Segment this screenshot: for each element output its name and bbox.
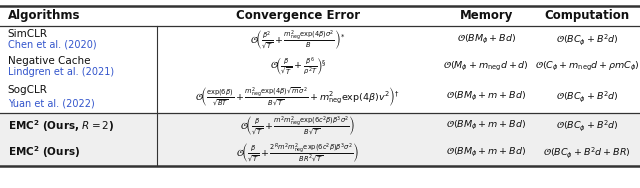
Text: Computation: Computation: [545, 9, 630, 22]
Text: Lindgren et al. (2021): Lindgren et al. (2021): [8, 67, 114, 77]
Text: $\mathcal{O}\!\left(\frac{\beta^2}{\sqrt{T}} + \frac{m^2_{\mathrm{neg}}\exp(4\be: $\mathcal{O}\!\left(\frac{\beta^2}{\sqrt…: [250, 28, 346, 51]
Text: $\mathcal{O}\!\left(\frac{\beta}{\sqrt{T}} + \frac{\beta^6}{\rho^2 T}\right)^{\!: $\mathcal{O}\!\left(\frac{\beta}{\sqrt{T…: [269, 56, 326, 77]
Bar: [0, 53, 640, 80]
Text: Memory: Memory: [460, 9, 513, 22]
Text: $\mathcal{O}(BC_\phi + B^2d + BR)$: $\mathcal{O}(BC_\phi + B^2d + BR)$: [543, 145, 631, 160]
Text: Chen et al. (2020): Chen et al. (2020): [8, 40, 96, 50]
Bar: [0, 113, 640, 139]
Text: $\mathcal{O}(BC_\phi + B^2d)$: $\mathcal{O}(BC_\phi + B^2d)$: [556, 32, 619, 47]
Text: $\mathcal{O}(BM_\phi + Bd)$: $\mathcal{O}(BM_\phi + Bd)$: [457, 33, 516, 46]
Bar: [0, 6, 640, 26]
Text: $\mathcal{O}(BM_\phi + m + Bd)$: $\mathcal{O}(BM_\phi + m + Bd)$: [446, 90, 527, 103]
Text: $\mathcal{O}\!\left(\frac{\beta}{\sqrt{T}} + \frac{m^2 m^2_{\mathrm{neg}}\exp(6c: $\mathcal{O}\!\left(\frac{\beta}{\sqrt{T…: [240, 114, 355, 137]
Text: Yuan et al. (2022): Yuan et al. (2022): [8, 98, 95, 108]
Text: SimCLR: SimCLR: [8, 29, 47, 39]
Text: $\mathcal{O}(M_\phi + m_{\mathrm{neg}}d + d)$: $\mathcal{O}(M_\phi + m_{\mathrm{neg}}d …: [444, 60, 529, 73]
Bar: [0, 26, 640, 53]
Text: $\mathcal{O}(BC_\phi + B^2d)$: $\mathcal{O}(BC_\phi + B^2d)$: [556, 89, 619, 104]
Text: $\mathcal{O}\!\left(\frac{\beta}{\sqrt{T}} + \frac{2^R m^2 m^2_{\mathrm{neg}}\ex: $\mathcal{O}\!\left(\frac{\beta}{\sqrt{T…: [236, 141, 359, 164]
Text: Negative Cache: Negative Cache: [8, 56, 90, 66]
Text: $\mathcal{O}(BM_\phi + m + Bd)$: $\mathcal{O}(BM_\phi + m + Bd)$: [446, 146, 527, 159]
Text: $\mathcal{O}\!\left(\frac{\exp(6\beta)}{\sqrt{BT}} + \frac{m^2_{\mathrm{neg}}\ex: $\mathcal{O}\!\left(\frac{\exp(6\beta)}{…: [195, 85, 400, 108]
Text: $\mathcal{O}(BM_\phi + m + Bd)$: $\mathcal{O}(BM_\phi + m + Bd)$: [446, 119, 527, 132]
Text: $\mathcal{O}(BC_\phi + B^2d)$: $\mathcal{O}(BC_\phi + B^2d)$: [556, 118, 619, 133]
Text: $\mathbf{EMC^2}$ (Ours, $R = 2$): $\mathbf{EMC^2}$ (Ours, $R = 2$): [8, 118, 114, 134]
Bar: [0, 80, 640, 113]
Text: $\mathbf{EMC^2}$ (Ours): $\mathbf{EMC^2}$ (Ours): [8, 145, 80, 160]
Text: SogCLR: SogCLR: [8, 85, 47, 95]
Text: Algorithms: Algorithms: [8, 9, 80, 22]
Text: $\mathcal{O}(C_\phi + m_{\mathrm{neg}}d + \rho m C_\phi)$: $\mathcal{O}(C_\phi + m_{\mathrm{neg}}d …: [535, 60, 639, 73]
Text: Convergence Error: Convergence Error: [236, 9, 360, 22]
Bar: [0, 139, 640, 167]
